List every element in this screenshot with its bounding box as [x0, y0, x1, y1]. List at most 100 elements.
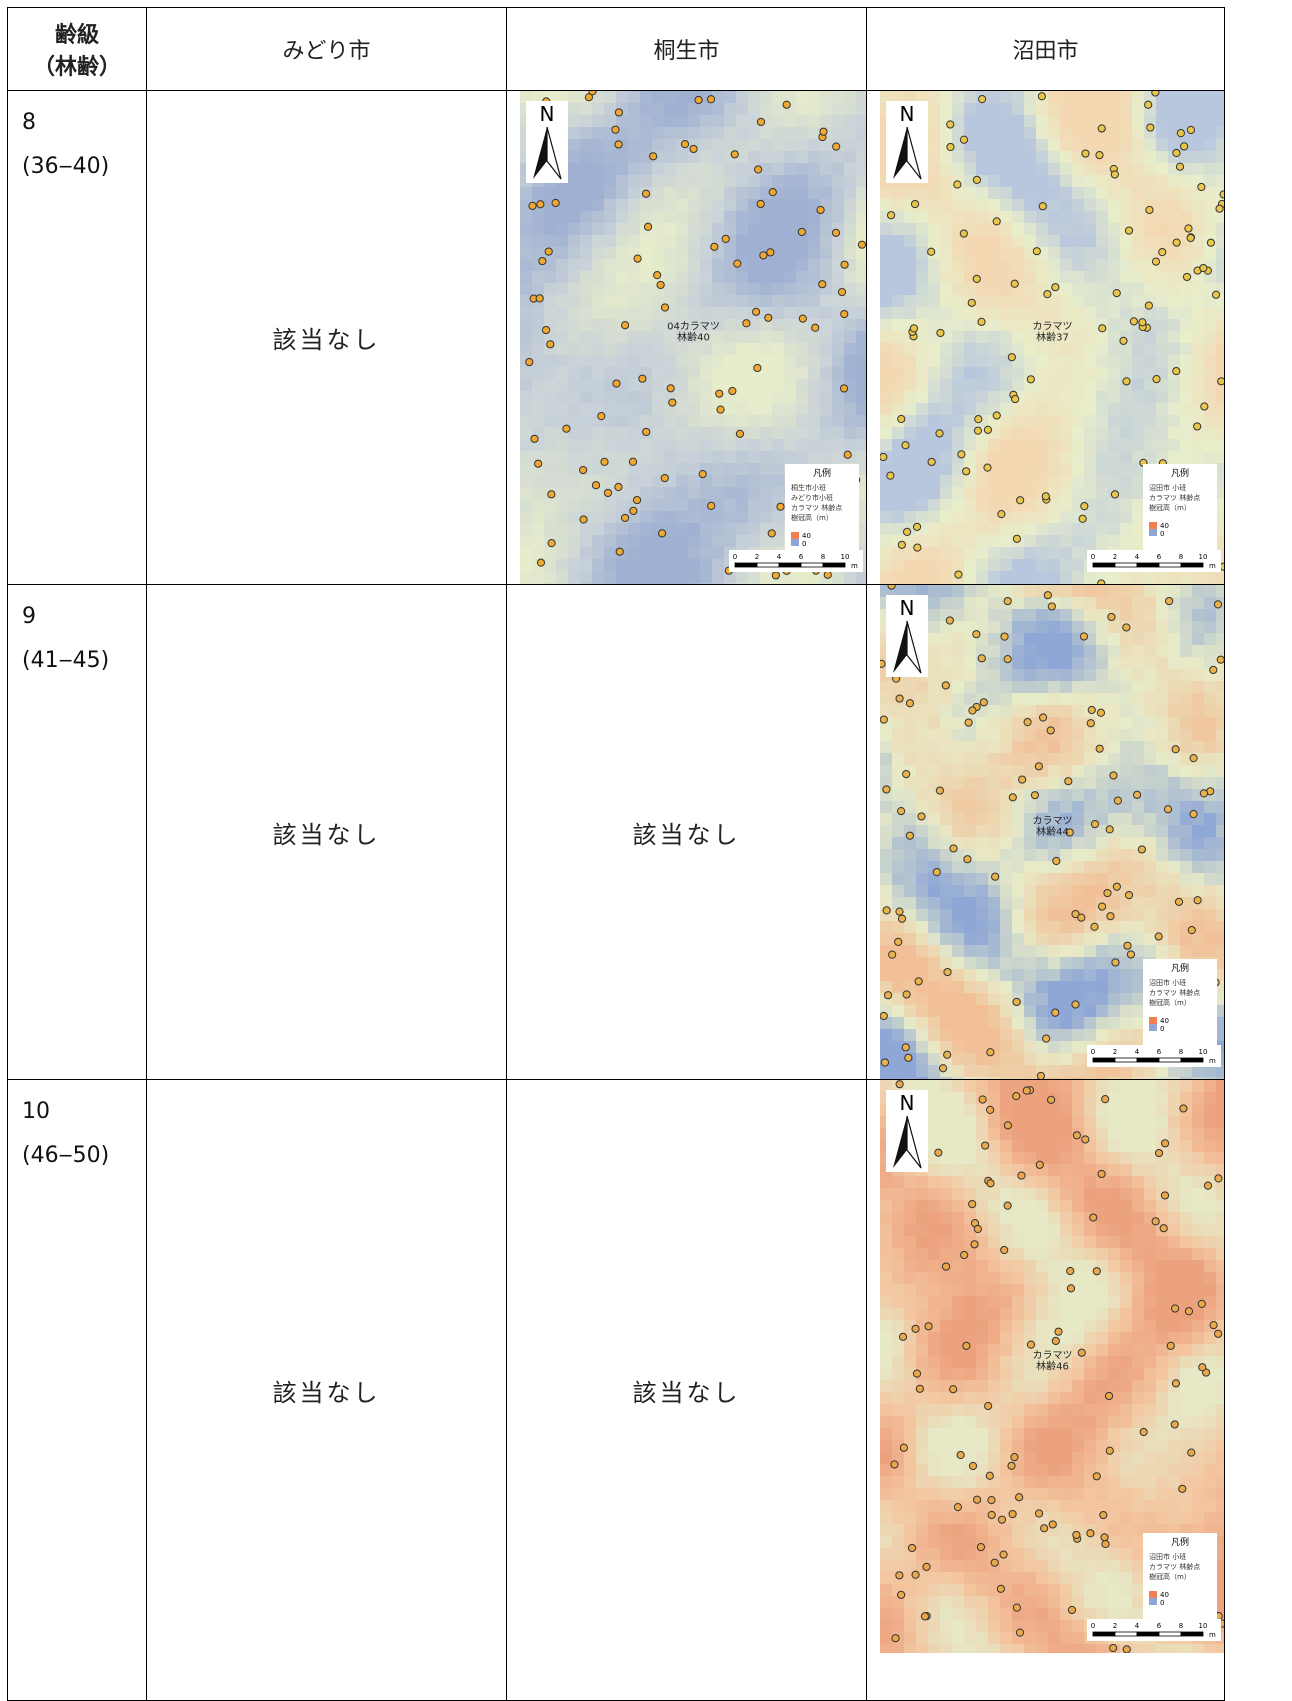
raster-cell	[952, 499, 965, 512]
tree-point	[1217, 377, 1224, 386]
raster-cell	[988, 139, 1001, 152]
raster-cell	[940, 91, 953, 104]
raster-cell	[988, 717, 1001, 730]
raster-cell	[604, 463, 617, 476]
tree-point	[707, 501, 716, 511]
raster-cell	[1012, 849, 1025, 862]
raster-cell	[1000, 1392, 1013, 1405]
raster-cell	[1108, 669, 1121, 682]
raster-cell	[940, 1404, 953, 1417]
raster-cell	[532, 355, 545, 368]
raster-cell	[808, 163, 821, 176]
tree-point	[1038, 202, 1047, 211]
raster-cell	[1144, 343, 1157, 356]
raster-cell	[916, 801, 929, 814]
raster-cell	[568, 367, 581, 380]
raster-cell	[700, 319, 713, 332]
age-range-header: （林齢）	[32, 55, 121, 80]
raster-cell	[1024, 1236, 1037, 1249]
raster-cell	[568, 319, 581, 332]
raster-cell	[1096, 609, 1109, 622]
raster-cell	[892, 753, 905, 766]
tree-point	[1042, 1034, 1051, 1043]
raster-cell	[1132, 1260, 1145, 1273]
raster-cell	[616, 583, 629, 584]
raster-cell	[1216, 933, 1224, 946]
raster-cell	[1072, 415, 1085, 428]
raster-cell	[880, 1041, 893, 1054]
raster-cell	[1132, 825, 1145, 838]
raster-cell	[652, 583, 665, 584]
raster-cell	[952, 609, 965, 622]
raster-cell	[1072, 897, 1085, 910]
raster-cell	[1060, 1224, 1073, 1237]
raster-cell	[1168, 1332, 1181, 1345]
raster-cell	[676, 403, 689, 416]
tree-point	[1132, 790, 1142, 799]
raster-cell	[748, 139, 761, 152]
raster-cell	[1048, 993, 1061, 1006]
raster-cell	[976, 1200, 989, 1213]
raster-cell	[856, 139, 866, 152]
raster-cell	[976, 1440, 989, 1453]
raster-cell	[1144, 633, 1157, 646]
raster-cell	[1000, 427, 1013, 440]
cell: 該当なし	[506, 1079, 867, 1701]
raster-cell	[796, 91, 809, 104]
raster-cell	[964, 1029, 977, 1042]
raster-cell	[1096, 379, 1109, 392]
tree-point	[882, 785, 891, 794]
raster-cell	[1156, 753, 1169, 766]
raster-cell	[976, 1272, 989, 1285]
raster-cell	[952, 487, 965, 500]
raster-cell	[1120, 1356, 1133, 1369]
raster-cell	[1168, 139, 1181, 152]
raster-cell	[1204, 765, 1217, 778]
raster-cell	[1192, 1320, 1205, 1333]
tree-point	[1186, 233, 1195, 243]
tree-point	[943, 967, 952, 977]
raster-cell	[964, 547, 977, 560]
scale-label: 2	[1113, 1048, 1117, 1056]
raster-cell	[1096, 1236, 1109, 1249]
raster-cell	[1048, 1296, 1061, 1309]
raster-cell	[1084, 1188, 1097, 1201]
raster-cell	[1048, 139, 1061, 152]
tree-point	[901, 1043, 910, 1052]
raster-cell	[988, 777, 1001, 790]
raster-cell	[952, 861, 965, 874]
raster-cell	[1060, 1272, 1073, 1285]
raster-cell	[988, 1005, 1001, 1018]
raster-cell	[640, 583, 653, 584]
raster-cell	[940, 559, 953, 572]
raster-cell	[520, 583, 533, 584]
raster-cell	[520, 343, 533, 356]
raster-cell	[1084, 523, 1097, 536]
raster-cell	[772, 379, 785, 392]
raster-cell	[1132, 1272, 1145, 1285]
raster-cell	[736, 163, 749, 176]
tree-point	[756, 117, 766, 127]
raster-cell	[1144, 813, 1157, 826]
raster-cell	[976, 1005, 989, 1018]
raster-cell	[556, 307, 569, 320]
raster-cell	[952, 933, 965, 946]
raster-cell	[1036, 1260, 1049, 1273]
raster-cell	[580, 475, 593, 488]
raster-cell	[1180, 873, 1193, 886]
age-cell: 8 (36‒40)	[7, 90, 147, 585]
raster-cell	[904, 355, 917, 368]
raster-cell	[940, 283, 953, 296]
raster-cell	[664, 223, 677, 236]
legend-high: 40	[1160, 1017, 1169, 1025]
raster-cell	[1216, 1077, 1224, 1079]
raster-cell	[1048, 535, 1061, 548]
raster-cell	[1216, 415, 1224, 428]
raster-cell	[772, 91, 785, 104]
raster-cell	[1216, 1308, 1224, 1321]
raster-cell	[1156, 1176, 1169, 1189]
raster-cell	[1000, 367, 1013, 380]
raster-cell	[580, 379, 593, 392]
raster-cell	[1060, 1164, 1073, 1177]
raster-cell	[964, 1308, 977, 1321]
